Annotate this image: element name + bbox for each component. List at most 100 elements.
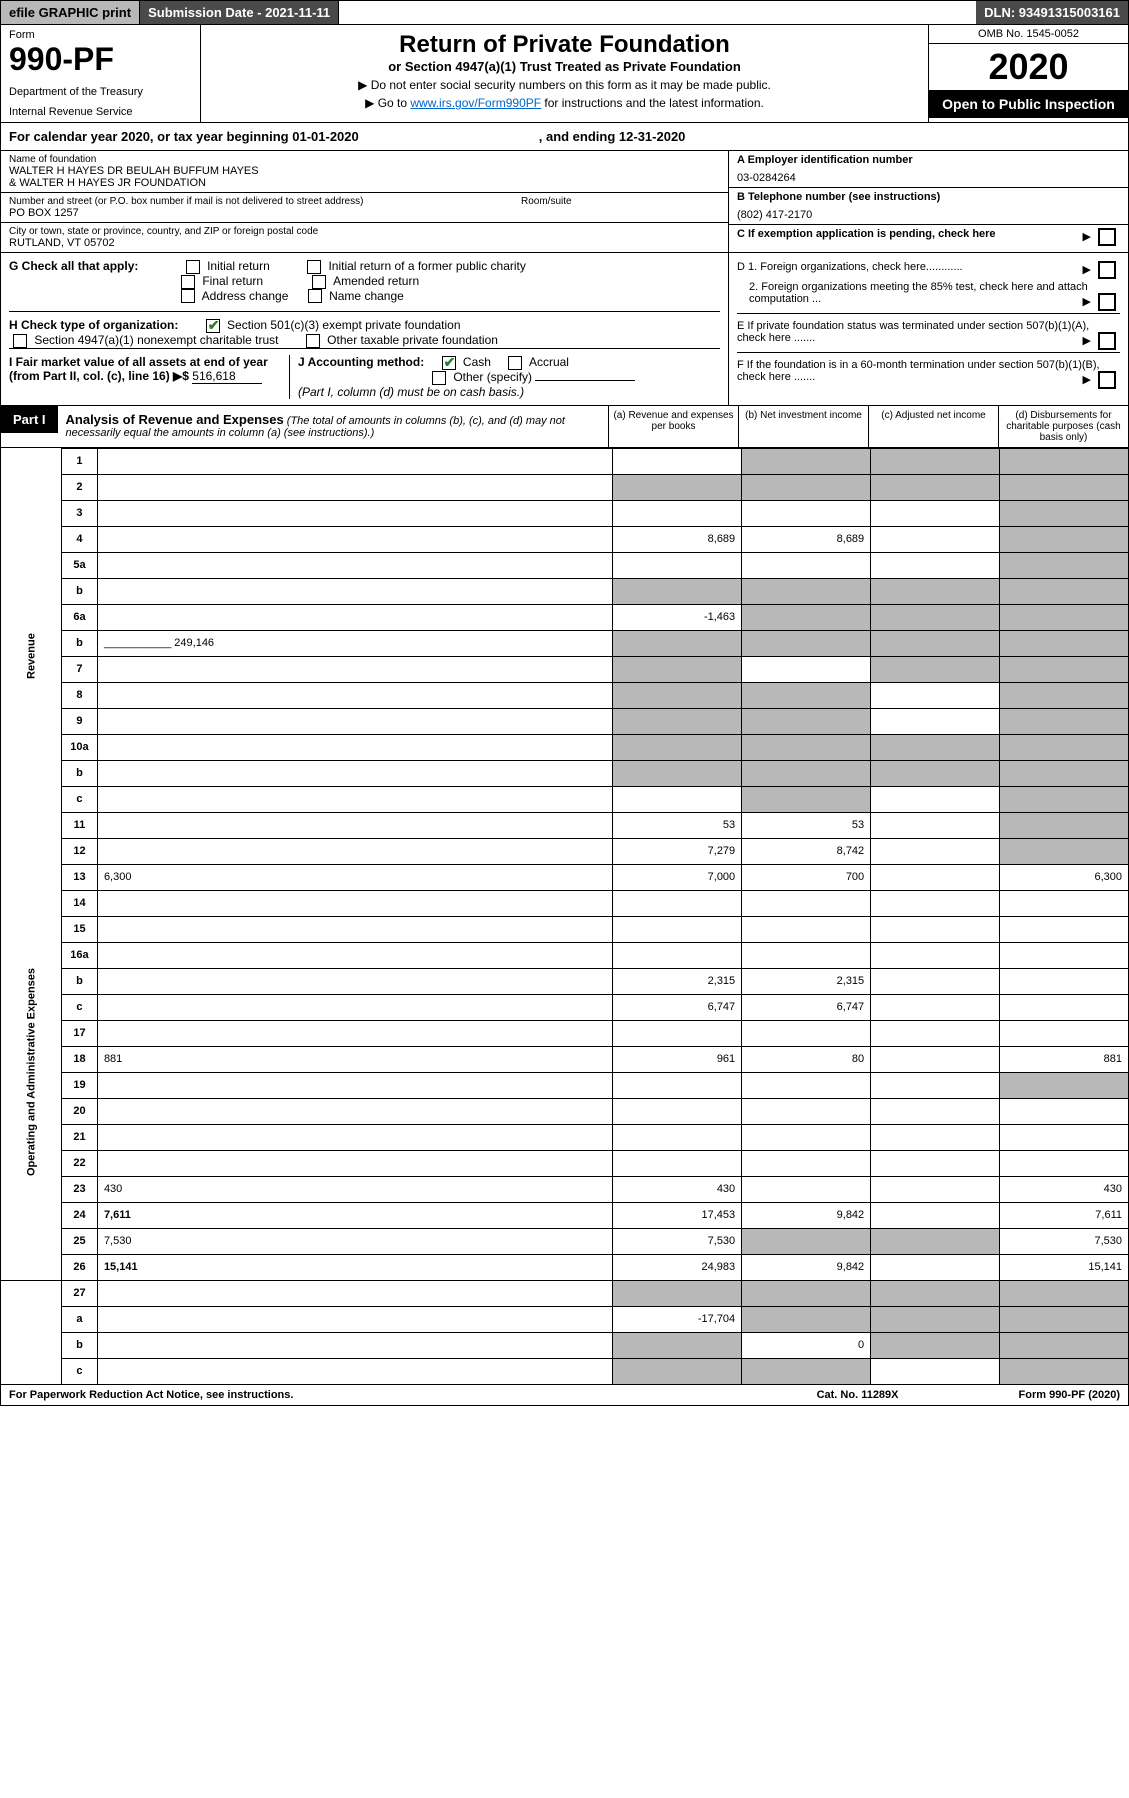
amount-cell: [871, 1098, 1000, 1124]
amount-cell: [871, 916, 1000, 942]
amount-cell: 9,842: [742, 1202, 871, 1228]
line-description: [97, 682, 612, 708]
line-number: 10a: [62, 734, 98, 760]
line-description: [97, 1280, 612, 1306]
4947a1-cb[interactable]: [13, 334, 27, 348]
d2-cb[interactable]: [1098, 293, 1116, 311]
accrual-cb[interactable]: [508, 356, 522, 370]
501c3-cb[interactable]: [206, 319, 220, 333]
amended-return-cb[interactable]: [312, 275, 326, 289]
amount-cell: [742, 1176, 871, 1202]
f-cb[interactable]: [1098, 371, 1116, 389]
line-number: b: [62, 578, 98, 604]
table-row: b: [1, 578, 1129, 604]
final-return-cb[interactable]: [181, 275, 195, 289]
phone: (802) 417-2170: [737, 209, 1120, 221]
table-row: 17: [1, 1020, 1129, 1046]
table-row: c: [1, 1358, 1129, 1384]
amount-cell: [999, 526, 1128, 552]
amount-cell: [999, 1150, 1128, 1176]
amount-cell: [742, 1098, 871, 1124]
c-checkbox[interactable]: [1098, 228, 1116, 246]
amount-cell: [999, 994, 1128, 1020]
amount-cell: [871, 500, 1000, 526]
name-change-cb[interactable]: [308, 289, 322, 303]
d1-cb[interactable]: [1098, 261, 1116, 279]
amount-cell: [742, 448, 871, 474]
part1-label: Part I: [1, 406, 58, 433]
initial-return-former-cb[interactable]: [307, 260, 321, 274]
form990pf-link[interactable]: www.irs.gov/Form990PF: [410, 96, 541, 110]
amount-cell: [742, 578, 871, 604]
line-description: [97, 552, 612, 578]
address-change-cb[interactable]: [181, 289, 195, 303]
amount-cell: 53: [613, 812, 742, 838]
amount-cell: [871, 1046, 1000, 1072]
amount-cell: [613, 1332, 742, 1358]
table-row: 2: [1, 474, 1129, 500]
foundation-name-1: WALTER H HAYES DR BEULAH BUFFUM HAYES: [9, 165, 720, 177]
amount-cell: [999, 708, 1128, 734]
amount-cell: 9,842: [742, 1254, 871, 1280]
line-description: [97, 578, 612, 604]
amount-cell: 7,530: [613, 1228, 742, 1254]
section-side-label: Operating and Administrative Expenses: [1, 864, 62, 1280]
col-a-header: (a) Revenue and expenses per books: [608, 406, 738, 447]
c-exemption-label: C If exemption application is pending, c…: [737, 228, 996, 240]
amount-cell: [742, 1228, 871, 1254]
amount-cell: [871, 1202, 1000, 1228]
other-taxable-cb[interactable]: [306, 334, 320, 348]
line-description: [97, 1072, 612, 1098]
efile-print-button[interactable]: efile GRAPHIC print: [1, 1, 140, 24]
amount-cell: 961: [613, 1046, 742, 1072]
cash-cb[interactable]: [442, 356, 456, 370]
amount-cell: [999, 1358, 1128, 1384]
amount-cell: [871, 994, 1000, 1020]
amount-cell: [613, 1020, 742, 1046]
table-row: b ___________ 249,146: [1, 630, 1129, 656]
amount-cell: [613, 474, 742, 500]
amount-cell: [613, 578, 742, 604]
amount-cell: [871, 1176, 1000, 1202]
amount-cell: [999, 1306, 1128, 1332]
other-method-cb[interactable]: [432, 371, 446, 385]
foundation-name-label: Name of foundation: [9, 154, 720, 165]
amount-cell: [871, 942, 1000, 968]
table-row: 2615,14124,9839,84215,141: [1, 1254, 1129, 1280]
table-row: 21: [1, 1124, 1129, 1150]
amount-cell: [613, 1150, 742, 1176]
line-description: [97, 656, 612, 682]
amount-cell: [742, 890, 871, 916]
line-description: [97, 890, 612, 916]
amount-cell: 24,983: [613, 1254, 742, 1280]
amount-cell: [999, 682, 1128, 708]
amount-cell: [742, 500, 871, 526]
line-description: [97, 474, 612, 500]
amount-cell: [999, 1020, 1128, 1046]
initial-return-cb[interactable]: [186, 260, 200, 274]
form-label: Form: [9, 29, 192, 41]
amount-cell: [613, 942, 742, 968]
line-description: [97, 760, 612, 786]
table-row: Operating and Administrative Expenses136…: [1, 864, 1129, 890]
amount-cell: [999, 630, 1128, 656]
line-description: [97, 1306, 612, 1332]
e-cb[interactable]: [1098, 332, 1116, 350]
form-header: Form 990-PF Department of the Treasury I…: [0, 25, 1129, 123]
line-number: 25: [62, 1228, 98, 1254]
form-subtitle: or Section 4947(a)(1) Trust Treated as P…: [207, 59, 922, 74]
line-number: 7: [62, 656, 98, 682]
line-number: 1: [62, 448, 98, 474]
amount-cell: [999, 734, 1128, 760]
table-row: c6,7476,747: [1, 994, 1129, 1020]
line-description: [97, 916, 612, 942]
f-label: F If the foundation is in a 60-month ter…: [737, 359, 1100, 383]
amount-cell: [742, 656, 871, 682]
amount-cell: [742, 552, 871, 578]
g-label: G Check all that apply:: [9, 259, 138, 273]
amount-cell: [999, 812, 1128, 838]
line-description: [97, 1098, 612, 1124]
table-row: 15: [1, 916, 1129, 942]
table-row: 8: [1, 682, 1129, 708]
table-row: 20: [1, 1098, 1129, 1124]
